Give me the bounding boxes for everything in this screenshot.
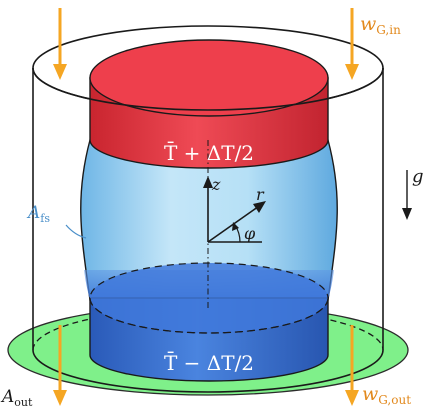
inflow-label-var: w xyxy=(360,13,376,35)
r-axis-arrow xyxy=(207,203,263,243)
outflow-label-sub: G,out xyxy=(378,393,411,407)
inflow-arrowhead-left xyxy=(53,64,67,80)
z-axis-arrowhead xyxy=(203,176,213,188)
outer-cylinder-bottom-rim-back xyxy=(32,307,384,351)
hot-plate-label: T̄ + ΔT/2 xyxy=(164,140,254,165)
r-axis-label: r xyxy=(256,185,265,204)
r-axis-arrowhead xyxy=(253,201,266,213)
free-surface-label: Afs xyxy=(26,203,50,225)
phi-label: φ xyxy=(244,224,256,243)
cold-plate-label: T̄ − ΔT/2 xyxy=(164,350,254,375)
cold-plate-top-face xyxy=(89,262,329,334)
phi-arc-arrowhead xyxy=(232,222,239,231)
free-surface-label-sub: fs xyxy=(40,212,50,225)
hot-plate-top-face xyxy=(89,39,329,117)
outlet-area-label-var: A xyxy=(0,387,14,407)
outer-cylinder-top-rim-front xyxy=(32,67,384,111)
outflow-arrowhead-right xyxy=(345,390,359,406)
z-axis-label: z xyxy=(211,175,221,194)
outlet-area-label-sub: out xyxy=(14,396,33,409)
outflow-label-var: w xyxy=(362,383,378,405)
free-surface-label-var: A xyxy=(26,203,40,223)
outlet-area-label: Aout xyxy=(0,387,33,409)
outflow-label: wG,out xyxy=(362,383,411,407)
gravity-label: g xyxy=(412,166,424,187)
outer-cylinder-bottom-rim-front xyxy=(32,349,384,393)
outflow-arrowhead-left xyxy=(53,390,67,406)
free-surface-leader xyxy=(65,224,87,239)
inflow-label-sub: G,in xyxy=(376,23,401,37)
gravity-arrowhead xyxy=(402,208,412,220)
inflow-arrowhead-right xyxy=(345,64,359,80)
inflow-label: wG,in xyxy=(360,13,401,37)
